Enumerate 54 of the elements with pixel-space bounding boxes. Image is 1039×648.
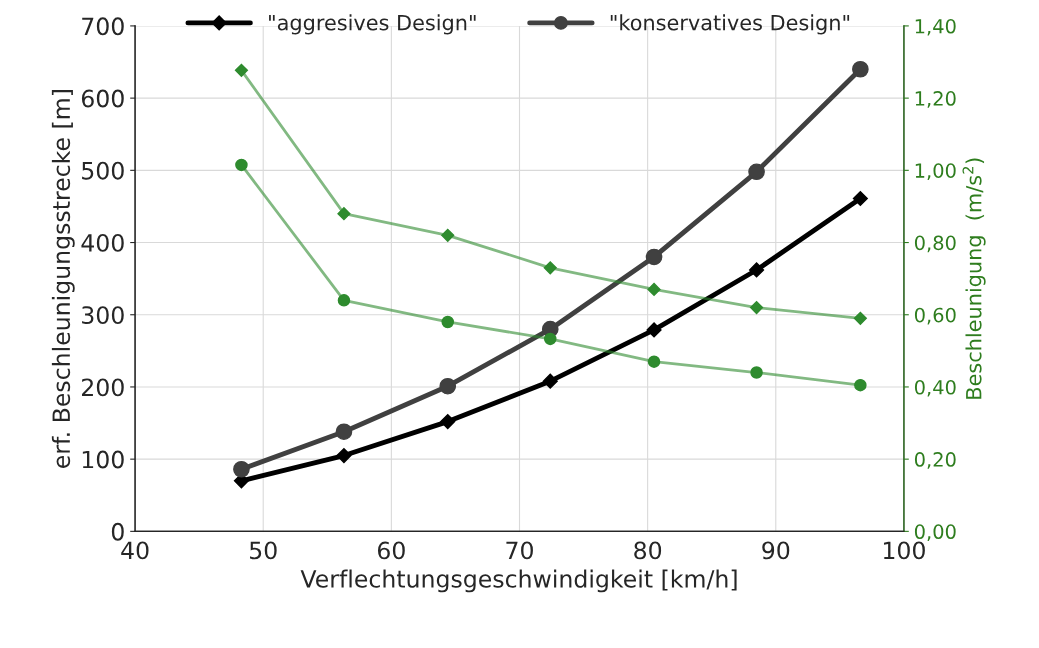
point	[441, 228, 455, 242]
point	[647, 355, 661, 368]
point	[337, 294, 351, 307]
point	[852, 60, 869, 78]
point	[337, 207, 351, 221]
y2-tick-label: 0,00	[914, 524, 956, 542]
point	[335, 423, 353, 441]
y-tick-label: 100	[82, 450, 124, 469]
x-tick-label: 50	[250, 541, 277, 560]
y-tick-label: 0	[111, 522, 124, 541]
point	[748, 262, 765, 278]
point	[234, 63, 249, 77]
legend-label: "konservatives Design"	[610, 14, 850, 35]
point	[440, 414, 456, 430]
point	[543, 261, 557, 275]
x-tick-label: 100	[883, 541, 925, 560]
point	[233, 460, 250, 478]
point	[542, 373, 558, 389]
point	[647, 282, 661, 297]
point	[544, 332, 557, 346]
x-axis-title: Verflechtungsgeschwindigkeit [km/h]	[300, 569, 737, 593]
y-tick-label: 300	[82, 306, 124, 325]
point	[646, 322, 662, 338]
y2-tick-label: 0,60	[914, 307, 956, 325]
x-tick-label: 90	[762, 541, 790, 560]
y2-tick-label: 1,40	[915, 18, 956, 36]
point	[748, 163, 765, 181]
point	[439, 377, 457, 395]
x-tick-label: 80	[634, 541, 662, 560]
point	[645, 248, 663, 266]
x-tick-label: 70	[506, 541, 533, 560]
point	[235, 158, 248, 172]
point	[336, 447, 352, 464]
y2-axis-title: Beschleunigung (m/s$^{2}$)	[962, 158, 986, 399]
y-axis-title: erf. Beschleunigungsstrecke [m]	[51, 90, 75, 468]
y2-tick-label: 1,00	[915, 163, 956, 180]
legend-label: "aggresives Design"	[269, 14, 476, 35]
y2-tick-label: 0,20	[914, 452, 956, 469]
y2-tick-label: 0,80	[914, 235, 956, 253]
y-tick-label: 500	[82, 161, 124, 180]
point	[749, 300, 764, 315]
y-tick-label: 600	[81, 89, 124, 108]
y-tick-label: 200	[82, 378, 124, 397]
x-tick-label: 40	[121, 541, 149, 560]
y2-tick-label: 0,40	[914, 379, 956, 397]
x-tick-label: 60	[377, 541, 405, 560]
point	[854, 378, 867, 392]
y2-tick-label: 1,20	[915, 91, 956, 108]
point	[750, 366, 763, 379]
point	[852, 190, 868, 207]
y-tick-label: 700	[82, 17, 124, 36]
y-tick-label: 400	[81, 233, 124, 252]
point	[441, 315, 454, 329]
point	[853, 311, 867, 325]
